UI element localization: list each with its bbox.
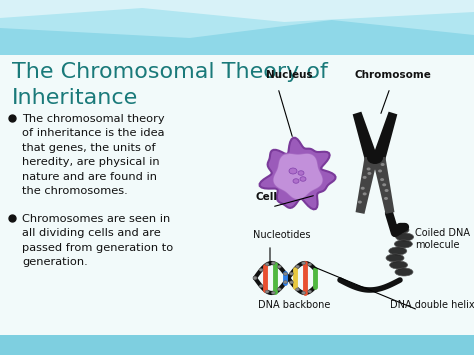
Ellipse shape [396,233,414,241]
Ellipse shape [283,280,287,284]
Text: Nucleus: Nucleus [266,70,313,80]
Text: DNA backbone: DNA backbone [258,300,330,310]
Ellipse shape [301,291,306,294]
Ellipse shape [277,265,281,268]
Text: Cell: Cell [256,192,278,202]
Ellipse shape [265,263,269,266]
Bar [0,0,474,55]
Polygon shape [356,157,377,214]
Ellipse shape [380,178,384,181]
Text: Inheritance: Inheritance [12,88,138,108]
Ellipse shape [389,247,407,255]
Ellipse shape [293,179,299,183]
Polygon shape [0,0,474,22]
Ellipse shape [361,187,365,190]
Ellipse shape [384,189,389,192]
Ellipse shape [363,192,367,195]
Text: Nucleotides: Nucleotides [253,230,310,240]
Ellipse shape [394,240,412,248]
Text: The chromosomal theory
of inheritance is the idea
that genes, the units of
hered: The chromosomal theory of inheritance is… [22,114,164,196]
Ellipse shape [295,288,300,291]
Ellipse shape [283,272,287,275]
Ellipse shape [259,268,263,271]
Polygon shape [373,157,394,214]
Ellipse shape [301,262,306,264]
Polygon shape [260,138,336,209]
Ellipse shape [271,291,275,294]
Ellipse shape [367,152,383,164]
Ellipse shape [366,168,371,170]
Ellipse shape [384,197,388,200]
Polygon shape [273,153,323,200]
Ellipse shape [298,171,304,175]
Ellipse shape [358,201,362,203]
Text: Chromosome: Chromosome [355,70,432,80]
Polygon shape [0,0,474,38]
Ellipse shape [382,183,386,186]
Bar [0,335,474,355]
Ellipse shape [289,168,297,174]
Ellipse shape [290,281,293,284]
Ellipse shape [271,262,275,265]
Text: Coiled DNA
molecule: Coiled DNA molecule [415,228,470,250]
Ellipse shape [386,254,404,262]
Ellipse shape [259,285,263,288]
Ellipse shape [308,290,312,293]
Ellipse shape [390,261,408,269]
Ellipse shape [395,268,413,276]
Ellipse shape [253,277,257,279]
Polygon shape [353,112,377,160]
Text: The Chromosomal Theory of: The Chromosomal Theory of [12,62,328,82]
Polygon shape [373,112,397,160]
Ellipse shape [295,265,300,268]
Ellipse shape [277,288,281,291]
Ellipse shape [378,169,382,173]
Ellipse shape [290,272,293,275]
Ellipse shape [363,176,367,179]
Ellipse shape [308,263,312,266]
Text: Chromosomes are seen in
all dividing cells and are
passed from generation to
gen: Chromosomes are seen in all dividing cel… [22,214,173,267]
Ellipse shape [381,163,384,166]
Ellipse shape [253,277,257,279]
Ellipse shape [265,290,269,293]
Text: DNA double helix: DNA double helix [390,300,474,310]
Ellipse shape [367,172,372,175]
Ellipse shape [391,226,409,234]
Ellipse shape [300,177,306,181]
